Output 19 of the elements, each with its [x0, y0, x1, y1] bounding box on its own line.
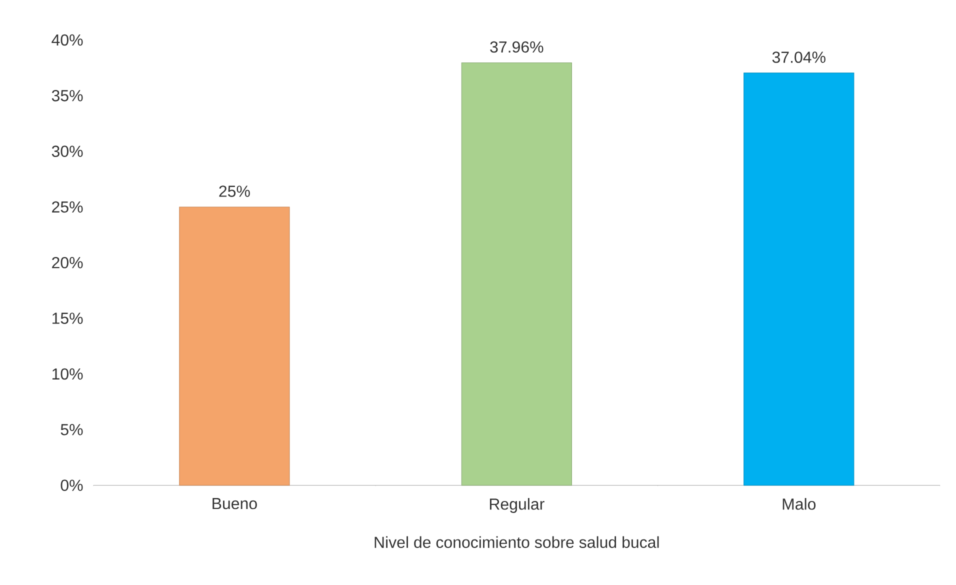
bar: [461, 62, 572, 486]
y-tick-label: 30%: [52, 146, 83, 157]
data-label: 37.04%: [772, 52, 826, 63]
data-label: 37.96%: [490, 41, 544, 53]
bar: [744, 72, 854, 486]
y-tick-label: 0%: [60, 480, 83, 491]
x-tick-label: Regular: [490, 498, 544, 513]
y-tick-label: 25%: [52, 201, 83, 213]
y-tick-label: 10%: [52, 368, 83, 380]
y-tick-label: 40%: [52, 34, 83, 46]
data-label: 25%: [219, 186, 250, 197]
x-tick-label: Bueno: [212, 498, 257, 510]
y-tick-label: 35%: [52, 90, 83, 102]
x-axis-title: Nivel de conocimiento sobre salud bucal: [374, 536, 659, 548]
y-tick-label: 5%: [60, 424, 83, 436]
y-tick-label: 15%: [52, 312, 83, 324]
bar: [179, 206, 290, 486]
x-tick-label: Malo: [782, 498, 816, 510]
y-tick-label: 20%: [52, 257, 83, 268]
